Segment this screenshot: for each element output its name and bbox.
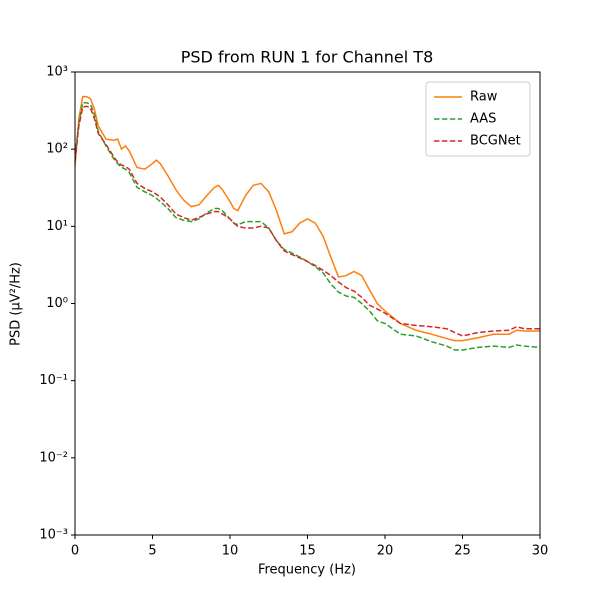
line <box>75 105 540 337</box>
y-tick-label: 10⁻³ <box>39 528 68 543</box>
legend-label: Raw <box>470 90 498 105</box>
x-tick-label: 0 <box>71 544 79 559</box>
y-tick-label: 10¹ <box>46 219 68 234</box>
y-tick-label: 10³ <box>46 65 68 80</box>
plot-frame <box>74 71 541 536</box>
x-tick-label: 20 <box>377 544 394 559</box>
legend-label: AAS <box>470 112 496 127</box>
y-tick-label: 10⁻¹ <box>39 373 68 388</box>
x-tick-label: 5 <box>148 544 156 559</box>
x-tick-label: 15 <box>299 544 316 559</box>
x-tick-label: 10 <box>222 544 239 559</box>
y-tick-label: 10⁰ <box>46 296 68 311</box>
x-axis-label: Frequency (Hz) <box>258 563 356 578</box>
y-tick-label: 10² <box>46 142 68 157</box>
legend-label: BCGNet <box>470 134 521 149</box>
y-axis-label: PSD (μV²/Hz) <box>9 262 24 346</box>
x-tick-label: 25 <box>454 544 471 559</box>
line <box>75 95 540 342</box>
chart-title: PSD from RUN 1 for Channel T8 <box>181 48 434 67</box>
legend-box <box>425 81 531 157</box>
x-tick-label: 30 <box>532 544 549 559</box>
y-tick-label: 10⁻² <box>39 450 68 465</box>
